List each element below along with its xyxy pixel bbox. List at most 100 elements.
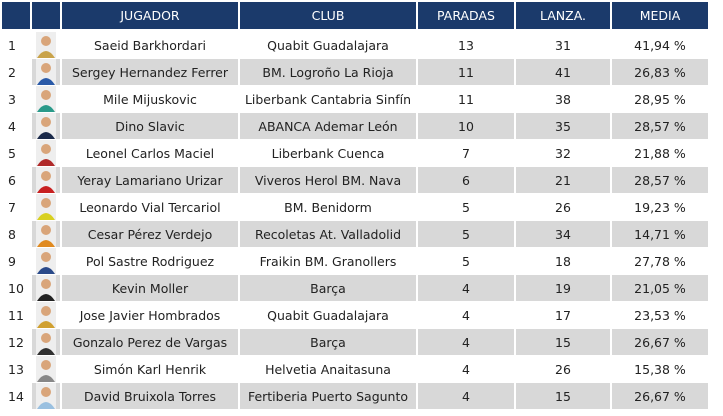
table-cell: 4 [418,383,516,410]
table-cell: 21,05 % [612,275,710,302]
table-cell: 26 [516,356,612,383]
player-photo [32,221,62,248]
table-cell: 4 [418,302,516,329]
table-row: 1 Saeid Barkhordari Quabit Guadalajara 13 31… [2,32,710,59]
table-cell: 26,67 % [612,329,710,356]
table-cell: 4 [418,275,516,302]
table-row: 9 Pol Sastre Rodriguez Fraikin BM. Granoll… [2,248,710,275]
table-row: 13 Simón Karl Henrik Helvetia Anaitasuna 4 2… [2,356,710,383]
table-cell: 19,23 % [612,194,710,221]
table-cell: Saeid Barkhordari [62,32,240,59]
table-cell: 11 [418,86,516,113]
player-photo [32,59,62,86]
player-photo [32,140,62,167]
table-cell: Recoletas At. Valladolid [240,221,418,248]
avatar [36,302,56,328]
rank-cell: 13 [2,356,32,383]
player-photo [32,356,62,383]
table-cell: 28,57 % [612,113,710,140]
table-cell: Simón Karl Henrik [62,356,240,383]
player-photo [32,113,62,140]
table-cell: Sergey Hernandez Ferrer [62,59,240,86]
table-cell: 15 [516,329,612,356]
avatar [36,329,56,355]
table-cell: Dino Slavic [62,113,240,140]
table-cell: Gonzalo Perez de Vargas [62,329,240,356]
table-cell: 4 [418,356,516,383]
table-cell: ABANCA Ademar León [240,113,418,140]
table-cell: Kevin Moller [62,275,240,302]
rank-cell: 5 [2,140,32,167]
table-cell: 41,94 % [612,32,710,59]
table-cell: Viveros Herol BM. Nava [240,167,418,194]
table-cell: 14,71 % [612,221,710,248]
table-cell: 26 [516,194,612,221]
table-cell: Yeray Lamariano Urizar [62,167,240,194]
player-photo [32,302,62,329]
table-cell: Leonardo Vial Tercariol [62,194,240,221]
header-cell: MEDIA [612,2,710,30]
header-cell: CLUB [240,2,418,30]
table-cell: 26,83 % [612,59,710,86]
table-cell: 31 [516,32,612,59]
table-cell: 26,67 % [612,383,710,410]
header-cell: PARADAS [418,2,516,30]
table-row: 11 Jose Javier Hombrados Quabit Guadalajar… [2,302,710,329]
table-cell: 5 [418,194,516,221]
table-cell: 5 [418,248,516,275]
avatar [36,113,56,139]
table-cell: 4 [418,329,516,356]
table-row: 2 Sergey Hernandez Ferrer BM. Logroño La R… [2,59,710,86]
rank-cell: 6 [2,167,32,194]
table-cell: 5 [418,221,516,248]
player-photo [32,383,62,410]
table-cell: 32 [516,140,612,167]
table-cell: Pol Sastre Rodriguez [62,248,240,275]
rank-cell: 8 [2,221,32,248]
table-cell: 7 [418,140,516,167]
table-cell: 21,88 % [612,140,710,167]
table-cell: Mile Mijuskovic [62,86,240,113]
table-cell: 17 [516,302,612,329]
table-cell: BM. Logroño La Rioja [240,59,418,86]
table-cell: 10 [418,113,516,140]
rank-cell: 7 [2,194,32,221]
player-photo [32,194,62,221]
rank-cell: 9 [2,248,32,275]
table-cell: 15 [516,383,612,410]
table-row: 10 Kevin Moller Barça 4 19 21,05 % [2,275,710,302]
table-cell: 35 [516,113,612,140]
table-cell: Liberbank Cantabria Sinfín [240,86,418,113]
avatar [36,167,56,193]
table-cell: 27,78 % [612,248,710,275]
player-photo [32,248,62,275]
table-row: 5 Leonel Carlos Maciel Liberbank Cuenca 7 32… [2,140,710,167]
player-photo [32,86,62,113]
rank-cell: 10 [2,275,32,302]
table-cell: 15,38 % [612,356,710,383]
table-cell: Cesar Pérez Verdejo [62,221,240,248]
table-cell: 21 [516,167,612,194]
table-row: 14 David Bruixola Torres Fertiberia Puerto… [2,383,710,410]
table-cell: Barça [240,275,418,302]
table-row: 7 Leonardo Vial Tercariol BM. Benidorm 5 26 1… [2,194,710,221]
rank-cell: 2 [2,59,32,86]
player-table: JUGADOR CLUB PARADAS LANZA. MEDIA 1 Saeid Bark… [2,2,710,410]
player-photo [32,329,62,356]
header-row: JUGADOR CLUB PARADAS LANZA. MEDIA [2,2,710,30]
table-cell: 13 [418,32,516,59]
header-blank [32,2,62,30]
table-row: 4 Dino Slavic ABANCA Ademar León 10 35 28,57 … [2,113,710,140]
rank-cell: 11 [2,302,32,329]
avatar [36,59,56,85]
avatar [36,194,56,220]
rank-cell: 1 [2,32,32,59]
table-cell: Quabit Guadalajara [240,32,418,59]
table-cell: 11 [418,59,516,86]
header-blank [2,2,32,30]
table-row: 12 Gonzalo Perez de Vargas Barça 4 15 26,67 % [2,329,710,356]
rank-cell: 12 [2,329,32,356]
avatar [36,221,56,247]
avatar [36,32,56,58]
player-photo [32,167,62,194]
